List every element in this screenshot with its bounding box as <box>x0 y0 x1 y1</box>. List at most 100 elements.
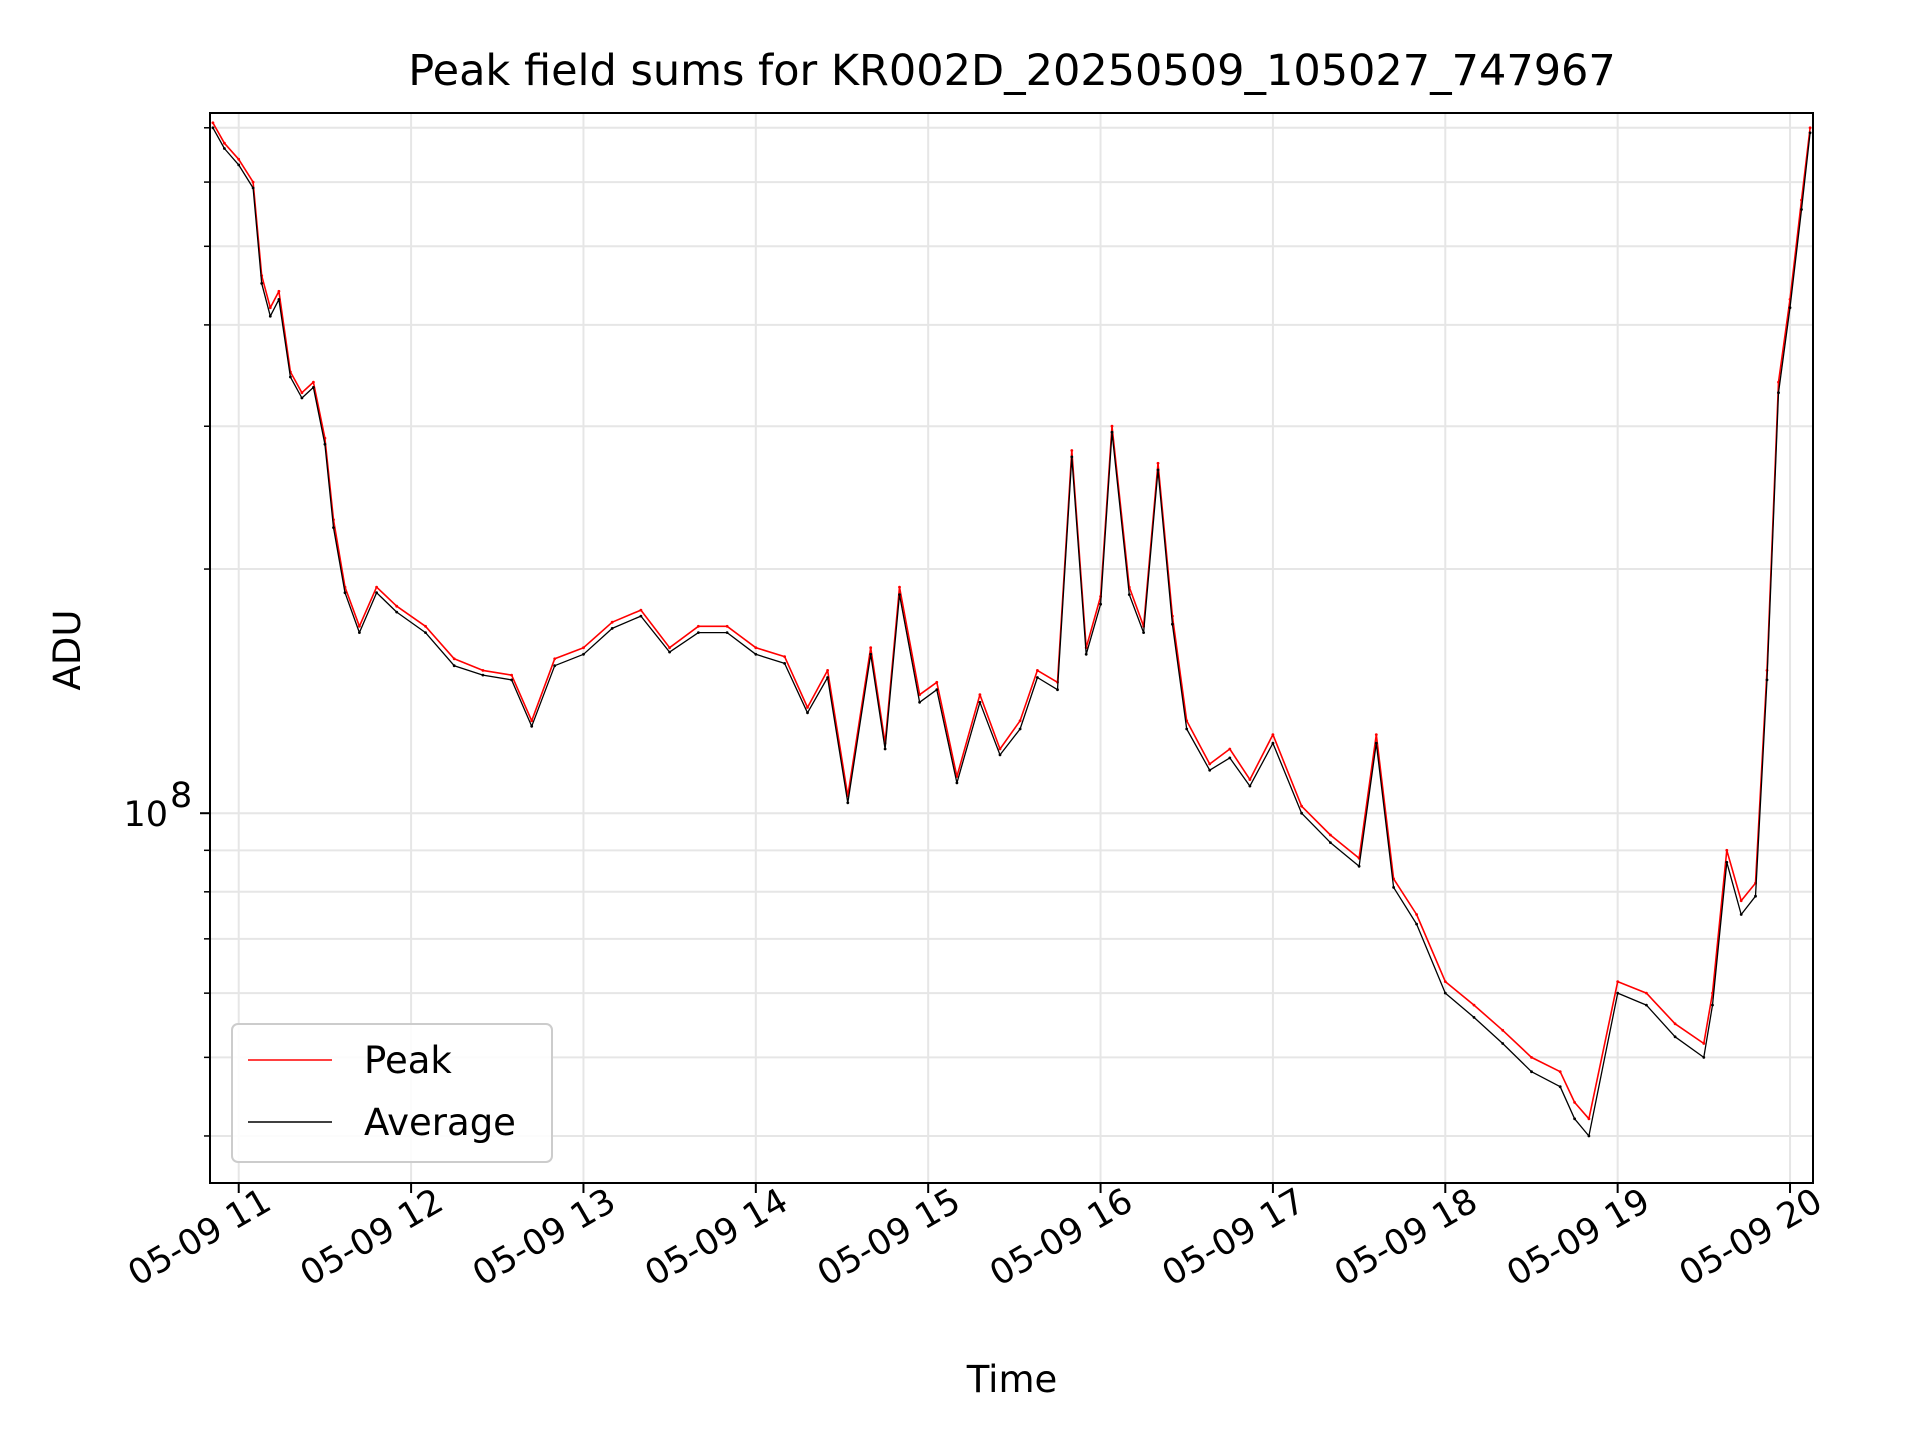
data-point-average <box>898 593 901 596</box>
data-point-average <box>424 631 427 634</box>
data-point-average <box>783 662 786 665</box>
x-axis-label: Time <box>966 1358 1058 1401</box>
data-point-average <box>237 163 241 167</box>
data-point-peak <box>395 604 399 608</box>
data-point-average <box>481 673 485 677</box>
data-point-peak <box>1530 1056 1533 1059</box>
data-point-peak <box>300 391 304 395</box>
data-point-average <box>1228 756 1232 760</box>
data-point-average <box>1573 1117 1576 1121</box>
data-point-peak <box>251 180 255 184</box>
data-point-peak <box>312 380 315 384</box>
data-point-average <box>846 801 850 805</box>
series-layer <box>211 121 1812 1138</box>
data-point-peak <box>510 673 513 677</box>
data-point-average <box>358 631 361 634</box>
data-point-peak <box>1472 1003 1476 1007</box>
data-point-average <box>610 627 614 630</box>
legend-label-average: Average <box>364 1101 516 1144</box>
data-point-average <box>1472 1016 1476 1019</box>
data-point-average <box>725 631 729 634</box>
data-point-average <box>806 711 809 715</box>
data-point-average <box>1616 991 1620 995</box>
data-point-average <box>343 591 347 595</box>
chart-title: Peak field sums for KR002D_20250509_1050… <box>408 46 1616 96</box>
data-point-peak <box>1329 833 1332 837</box>
data-point-average <box>510 678 513 682</box>
data-point-peak <box>1415 913 1418 916</box>
data-point-peak <box>1702 1042 1706 1045</box>
data-point-average <box>260 282 264 285</box>
data-point-peak <box>754 646 758 650</box>
data-point-average <box>668 650 671 654</box>
data-point-peak <box>358 624 361 628</box>
data-point-average <box>998 753 1002 757</box>
y-tick-label: 10 <box>123 795 168 835</box>
data-point-average <box>1156 468 1160 472</box>
data-point-average <box>1800 208 1803 211</box>
data-point-average <box>918 700 921 704</box>
data-point-peak <box>1673 1022 1677 1026</box>
data-point-peak <box>978 693 982 697</box>
data-point-average <box>553 664 557 668</box>
data-point-peak <box>783 655 786 658</box>
data-point-average <box>395 610 399 614</box>
data-point-peak <box>1587 1117 1591 1121</box>
data-point-peak <box>277 289 281 293</box>
data-point-average <box>1300 811 1303 815</box>
data-point-average <box>1208 768 1212 772</box>
data-point-peak <box>211 121 215 125</box>
data-point-peak <box>1501 1028 1505 1032</box>
data-point-average <box>1587 1134 1591 1138</box>
data-point-peak <box>1248 778 1252 781</box>
data-point-peak <box>1808 126 1812 130</box>
data-point-average <box>1171 622 1174 626</box>
legend: Peak Average <box>231 1023 553 1163</box>
data-point-average <box>1443 991 1447 995</box>
data-point-average <box>1110 430 1114 434</box>
data-point-average <box>1530 1070 1533 1074</box>
data-point-peak <box>869 646 873 650</box>
data-point-peak <box>1616 980 1620 983</box>
data-point-average <box>268 314 272 318</box>
data-point-peak <box>1271 733 1275 736</box>
data-point-average <box>1711 1003 1714 1007</box>
data-point-average <box>582 652 585 656</box>
data-point-average <box>1036 676 1039 679</box>
plot-frame <box>209 112 1814 1184</box>
data-point-average <box>1374 741 1378 745</box>
data-point-peak <box>610 620 614 624</box>
data-point-average <box>754 652 758 656</box>
data-point-peak <box>1156 461 1160 465</box>
data-point-average <box>826 676 829 679</box>
data-point-average <box>323 442 327 446</box>
data-point-average <box>223 147 226 150</box>
data-point-average <box>1329 841 1332 844</box>
data-point-average <box>1185 727 1189 731</box>
data-point-peak <box>998 747 1002 751</box>
data-point-average <box>978 700 982 704</box>
data-point-average <box>312 386 315 389</box>
data-point-average <box>1070 455 1074 459</box>
data-point-peak <box>826 669 829 672</box>
data-point-peak <box>1573 1101 1576 1104</box>
data-point-average <box>1271 741 1275 745</box>
data-point-peak <box>1558 1070 1562 1074</box>
data-point-peak <box>268 306 272 310</box>
data-point-average <box>1248 784 1252 788</box>
data-point-average <box>1673 1035 1677 1039</box>
data-point-peak <box>697 624 700 628</box>
data-point-peak <box>1070 449 1074 452</box>
data-point-average <box>1808 131 1812 135</box>
data-point-average <box>1702 1056 1706 1059</box>
data-point-average <box>1142 631 1145 634</box>
data-point-average <box>1765 678 1769 682</box>
grid <box>210 113 1813 1183</box>
data-point-peak <box>1645 991 1648 995</box>
data-point-peak <box>1110 424 1114 428</box>
data-point-average <box>1392 886 1395 889</box>
data-point-peak <box>424 624 427 628</box>
data-point-average <box>1099 602 1102 606</box>
